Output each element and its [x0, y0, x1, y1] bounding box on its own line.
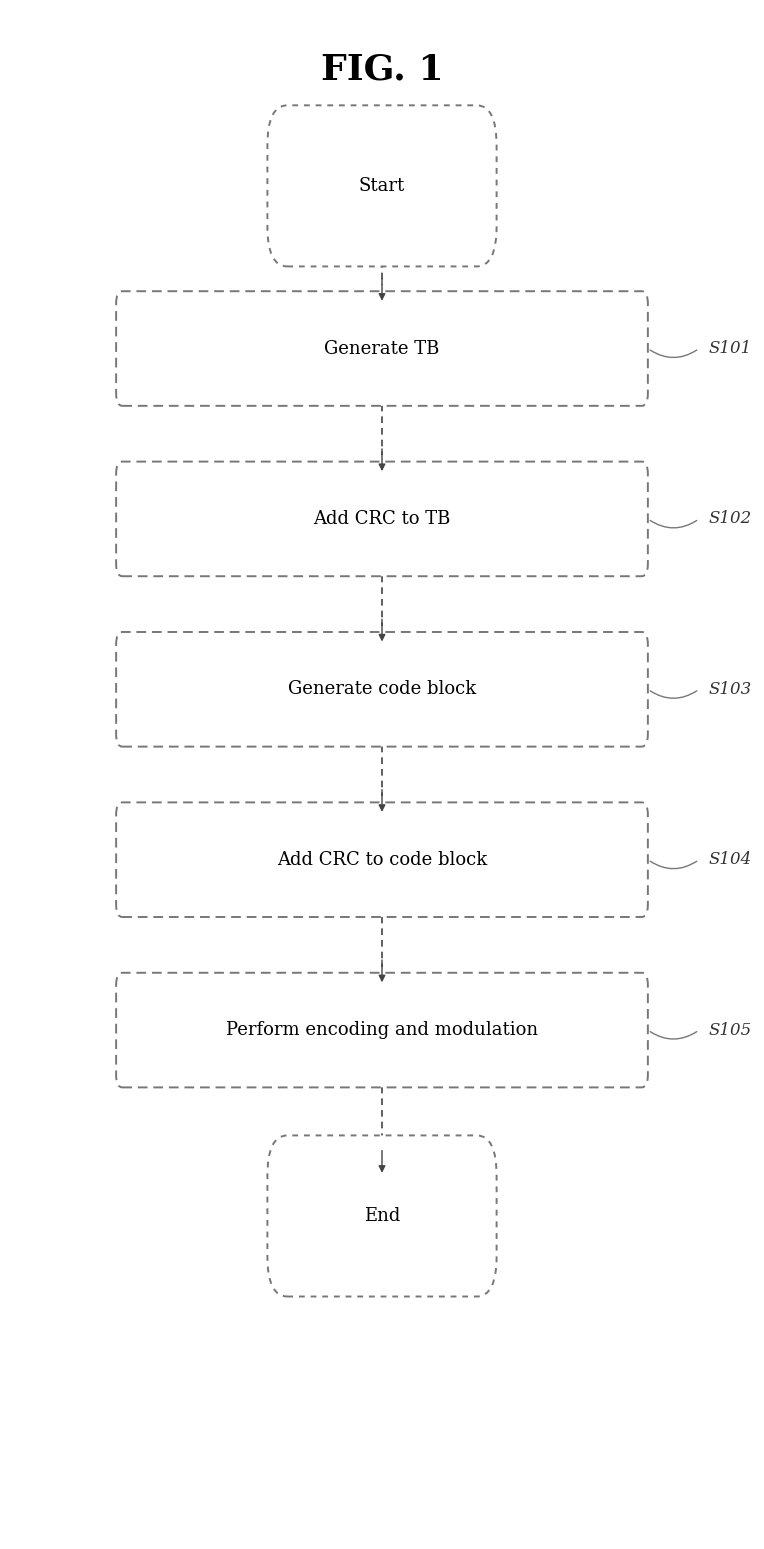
Text: Perform encoding and modulation: Perform encoding and modulation: [226, 1021, 538, 1039]
Text: Add CRC to TB: Add CRC to TB: [313, 510, 451, 528]
FancyBboxPatch shape: [267, 105, 497, 266]
FancyBboxPatch shape: [116, 802, 648, 917]
Text: Start: Start: [359, 177, 405, 195]
FancyBboxPatch shape: [116, 973, 648, 1087]
Text: S105: S105: [708, 1022, 752, 1038]
Text: Generate code block: Generate code block: [288, 680, 476, 699]
Text: S104: S104: [708, 852, 752, 867]
FancyBboxPatch shape: [267, 1135, 497, 1297]
Text: FIG. 1: FIG. 1: [321, 53, 443, 87]
FancyBboxPatch shape: [116, 632, 648, 747]
Text: Add CRC to code block: Add CRC to code block: [277, 850, 487, 869]
Text: End: End: [364, 1207, 400, 1225]
Text: S101: S101: [708, 341, 752, 356]
FancyBboxPatch shape: [116, 291, 648, 406]
Text: Generate TB: Generate TB: [324, 339, 440, 358]
FancyBboxPatch shape: [116, 462, 648, 576]
Text: S102: S102: [708, 511, 752, 527]
Text: S103: S103: [708, 682, 752, 697]
